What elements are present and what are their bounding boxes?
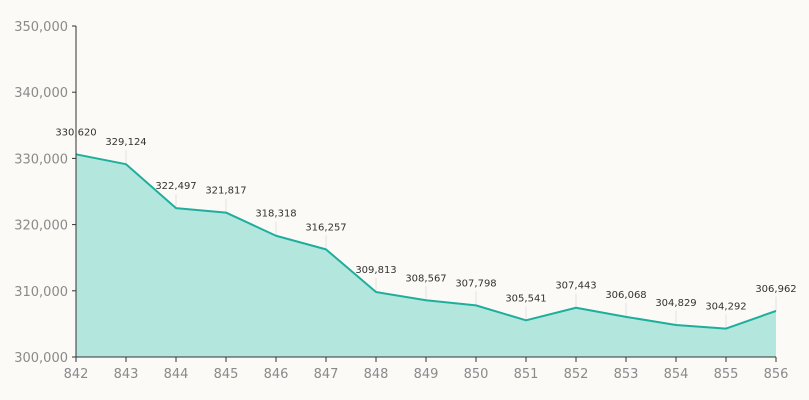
y-tick-label: 340,000 <box>14 86 68 101</box>
data-label: 329,124 <box>105 137 146 148</box>
label-layer: 330,620 329,124 322,497 321,817 318,318 316,2… <box>55 127 796 312</box>
data-label: 316,257 <box>305 222 346 233</box>
y-tick-label: 350,000 <box>14 20 68 35</box>
x-tick-label: 846 <box>264 367 289 382</box>
y-tick-label: 330,000 <box>14 152 68 167</box>
x-tick-label: 843 <box>114 367 139 382</box>
x-tick-label: 853 <box>614 367 639 382</box>
series-area <box>76 154 776 357</box>
y-tick-label: 300,000 <box>14 351 68 366</box>
data-label: 307,798 <box>455 278 496 289</box>
x-tick-label: 855 <box>714 367 739 382</box>
data-label: 307,443 <box>555 281 596 292</box>
axis-layer: 300,000 310,000 320,000 330,000 340,000 350,0… <box>14 20 788 382</box>
x-tick-label: 850 <box>464 367 489 382</box>
data-label: 304,829 <box>655 298 696 309</box>
data-label: 330,620 <box>55 127 96 138</box>
x-tick-label: 844 <box>164 367 189 382</box>
y-tick-label: 310,000 <box>14 285 68 300</box>
data-label: 304,292 <box>705 302 746 313</box>
x-tick-label: 845 <box>214 367 239 382</box>
x-tick-label: 856 <box>764 367 789 382</box>
area-layer <box>75 140 777 357</box>
data-label: 309,813 <box>355 265 396 276</box>
data-label: 318,318 <box>255 209 296 220</box>
data-label: 321,817 <box>205 186 246 197</box>
data-label: 306,068 <box>605 290 646 301</box>
data-label: 322,497 <box>155 181 196 192</box>
series-line <box>75 153 777 330</box>
x-tick-label: 842 <box>64 367 89 382</box>
x-tick-label: 848 <box>364 367 389 382</box>
data-label: 305,541 <box>505 293 546 304</box>
x-tick-label: 852 <box>564 367 589 382</box>
data-label: 306,962 <box>755 284 796 295</box>
x-tick-label: 849 <box>414 367 439 382</box>
x-tick-label: 851 <box>514 367 539 382</box>
y-tick-label: 320,000 <box>14 219 68 234</box>
data-label: 308,567 <box>405 273 446 284</box>
x-tick-label: 847 <box>314 367 339 382</box>
x-tick-label: 854 <box>664 367 689 382</box>
